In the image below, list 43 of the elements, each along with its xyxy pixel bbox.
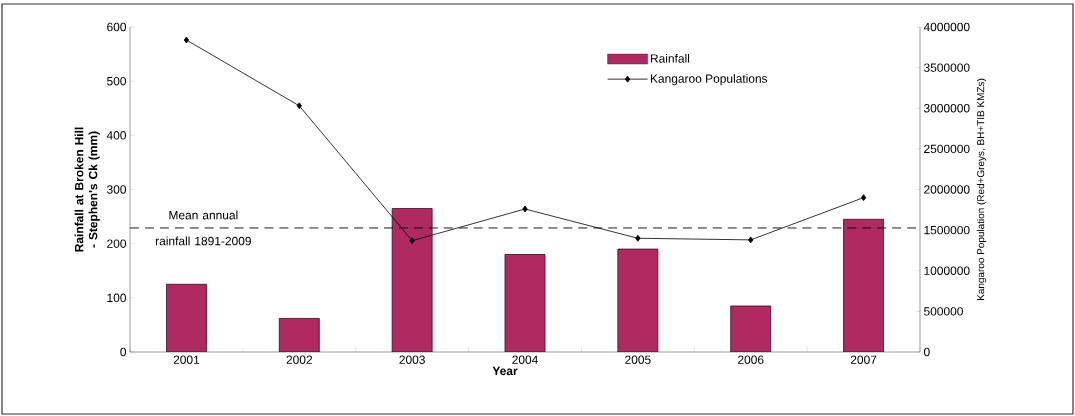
x-axis-title: Year [492, 366, 518, 376]
x-tick-label: 2007 [850, 355, 877, 364]
y2-tick-label: 2500000 [924, 144, 970, 154]
point [635, 234, 641, 242]
point [748, 236, 754, 244]
bar [278, 318, 320, 352]
bar [843, 218, 884, 352]
legend-label: Kangaroo Populations [650, 74, 768, 86]
y-tick-label: 300 [106, 185, 127, 194]
y-tick-label: 400 [106, 131, 127, 140]
x-tick-label: 2005 [625, 355, 651, 364]
x-tick-label: 2003 [399, 355, 425, 364]
y2-tick-label: 500000 [924, 307, 963, 316]
point [522, 205, 528, 213]
bar [504, 254, 546, 352]
legend-label: Rainfall [650, 53, 690, 63]
y-tick-label: 500 [107, 76, 127, 86]
point [296, 102, 302, 110]
y2-tick-label: 3000000 [923, 104, 970, 113]
point [183, 36, 190, 44]
y2-tick-label: 0 [923, 347, 930, 357]
bar [617, 248, 659, 352]
y2-axis-title: Kangaroo Population (Red+Greys, BH+TIB KMZs) [976, 78, 987, 300]
y2-tick-label: 1500000 [924, 225, 970, 235]
y2-tick-label: 1000000 [924, 266, 970, 275]
point [860, 194, 867, 202]
bar [391, 208, 433, 352]
y-axis-title: Rainfall at Broken Hill - Stephen's Ck (mm) [74, 127, 100, 252]
bar [730, 305, 772, 352]
x-tick-label: 2002 [286, 355, 312, 364]
point [409, 237, 415, 245]
y-tick-label: 0 [120, 347, 127, 357]
y-tick-label: 600 [107, 22, 127, 32]
y-tick-label: 200 [107, 239, 127, 248]
y-tick-label: 100 [107, 293, 127, 303]
y2-tick-label: 3500000 [923, 63, 970, 72]
text: Mean annual rainfall 1891-2009 [155, 210, 251, 246]
x-tick-label: 2004 [512, 355, 538, 364]
bar [166, 283, 207, 352]
x-tick-label: 2006 [738, 355, 764, 364]
y2-tick-label: 4000000 [923, 22, 970, 32]
y2-tick-label: 2000000 [924, 185, 970, 194]
x-tick-label: 2001 [173, 355, 200, 364]
